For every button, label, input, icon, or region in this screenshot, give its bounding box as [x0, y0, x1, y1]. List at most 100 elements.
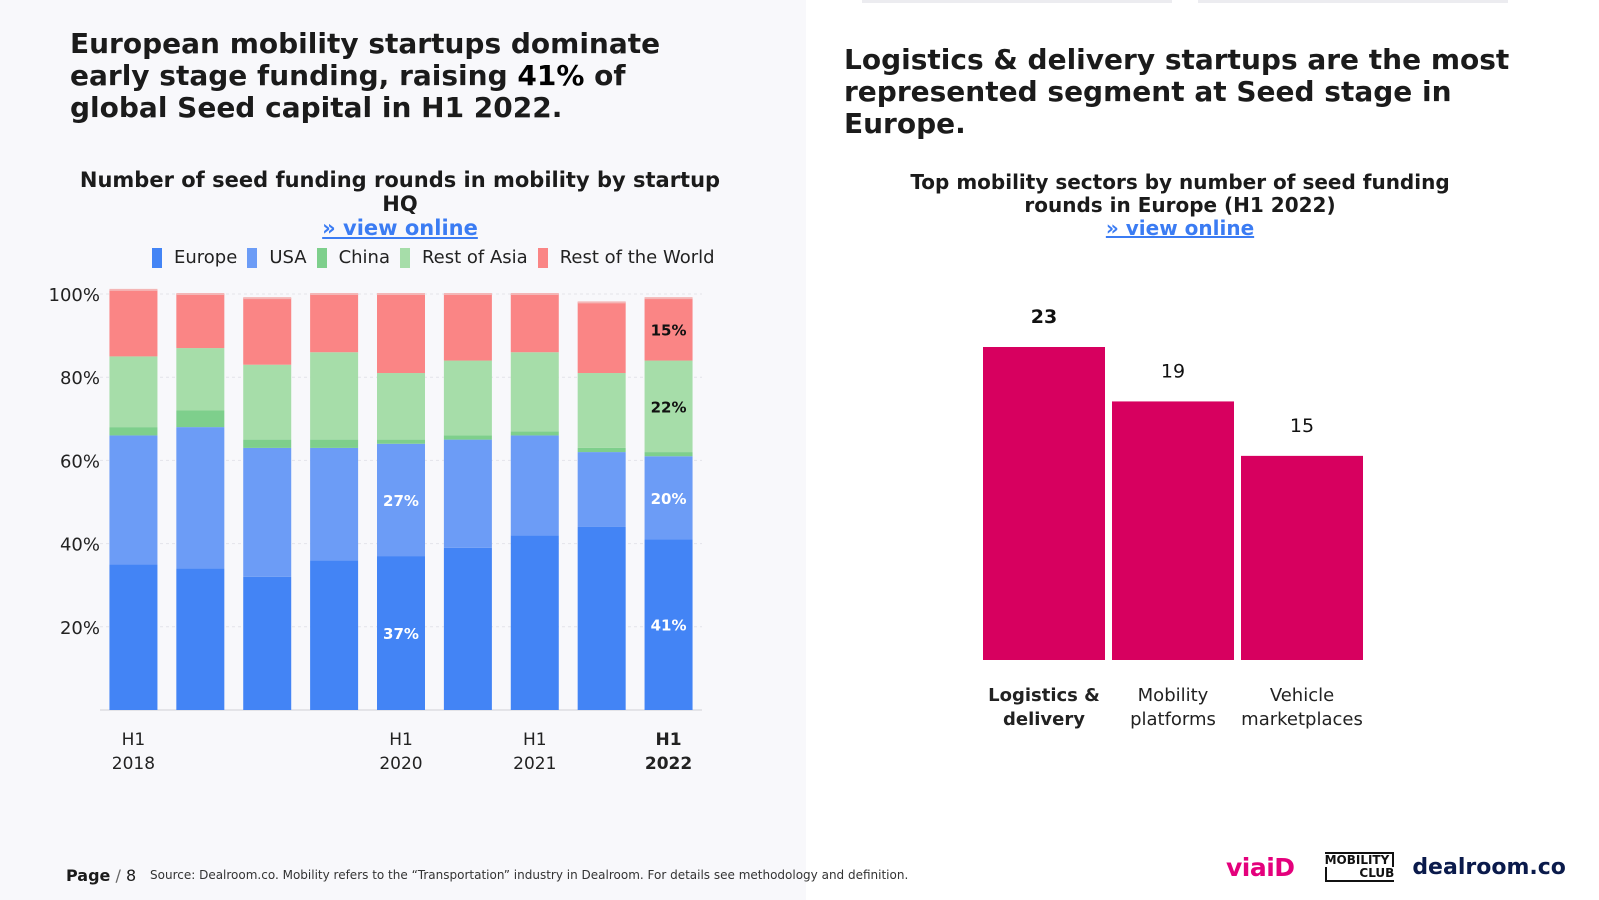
bar-segment-usa — [176, 427, 225, 569]
bar-value-label: 23 — [1031, 306, 1057, 328]
legend-item-rest-of-asia: Rest of Asia — [399, 247, 528, 268]
page-label: Page — [66, 866, 111, 885]
legend-swatch-china — [316, 247, 327, 268]
bar-segment-rest-of-the-world — [510, 294, 559, 353]
legend-item-china: China — [316, 247, 390, 268]
left-chart-title-block: Number of seed funding rounds in mobilit… — [60, 168, 740, 240]
legend-label-usa: USA — [269, 247, 307, 268]
bar-segment-rest-of-asia — [109, 356, 158, 428]
bar-segment-rest-of-asia — [644, 360, 693, 453]
viaid-logo: viaiD — [1226, 852, 1295, 882]
right-chart-title-block: Top mobility sectors by number of seed f… — [900, 171, 1460, 240]
bar-segment-china — [577, 447, 626, 453]
bar-segment-rest-of-asia — [377, 373, 425, 440]
dealroom-logo: dealroom.co — [1412, 854, 1566, 880]
bar-segment-rest-of-the-world — [443, 294, 492, 361]
footer-logos: viaiD MOBILITY CLUB dealroom.co — [1226, 852, 1566, 882]
bar-value-label: 15 — [1290, 415, 1314, 437]
legend-item-europe: Europe — [152, 247, 237, 268]
x-tick-label-line2: 2018 — [112, 754, 155, 774]
bar-segment-china — [644, 452, 693, 457]
bar-segment-rest-of-the-world — [176, 294, 225, 349]
x-tick-label-line2: 2022 — [645, 754, 692, 774]
legend-label-europe: Europe — [174, 247, 238, 268]
bar-value-label: 19 — [1161, 360, 1185, 382]
legend-label-rest-of-asia: Rest of Asia — [421, 247, 528, 268]
mobility-club-logo-line1: MOBILITY — [1324, 852, 1395, 867]
x-tick-label-line1: H1 — [656, 730, 682, 750]
bar-segment-china — [109, 427, 158, 436]
x-tick-label-line2: 2020 — [379, 754, 422, 774]
right-headline: Logistics & delivery startups are the mo… — [844, 43, 1510, 140]
data-label: 27% — [383, 492, 419, 510]
category-label-line1: Vehicle — [1270, 685, 1334, 706]
data-label: 15% — [651, 321, 687, 339]
bar-segment-usa — [109, 435, 158, 565]
bar-segment-usa — [377, 443, 425, 557]
y-tick-label: 20% — [60, 618, 100, 639]
bar-segment-europe — [577, 526, 626, 710]
legend-swatch-rest-of-asia — [399, 247, 410, 268]
bar-segment-usa — [577, 452, 626, 527]
left-chart-legend: Europe USA China Rest of Asia Rest of th… — [152, 247, 725, 268]
bar-segment-rest-of-the-world — [243, 298, 292, 365]
data-label: 41% — [651, 617, 687, 635]
bar-segment-rest-of-the-world — [310, 294, 359, 353]
sector-bar — [983, 347, 1105, 660]
bar-segment-usa — [644, 456, 693, 540]
bar-segment-usa — [310, 447, 359, 561]
sector-bar — [1112, 401, 1234, 660]
bar-segment-china — [510, 431, 559, 436]
y-tick-label: 100% — [49, 285, 100, 306]
bar-segment-europe — [644, 539, 693, 710]
right-view-online-link[interactable]: » view online — [1105, 216, 1255, 240]
left-chart-title: Number of seed funding rounds in mobilit… — [79, 168, 721, 216]
x-tick-label-line2: 2021 — [513, 754, 556, 774]
page-number: 8 — [125, 866, 137, 885]
bar-segment-rest-of-asia — [443, 360, 492, 436]
left-headline-part2: of global Seed capital in H1 2022. — [70, 59, 626, 124]
category-label-line1: Logistics & — [988, 685, 1100, 706]
right-chart-title: Top mobility sectors by number of seed f… — [910, 170, 1450, 217]
legend-swatch-usa — [247, 247, 258, 268]
bar-segment-china — [176, 410, 225, 428]
bar-segment-usa — [243, 447, 292, 577]
sector-bar — [1241, 455, 1363, 660]
legend-label-china: China — [338, 247, 390, 268]
left-headline-highlight: 41% — [517, 59, 585, 92]
category-label-line2: marketplaces — [1241, 709, 1363, 730]
y-tick-label: 60% — [60, 451, 100, 472]
category-label-line2: platforms — [1130, 709, 1216, 730]
legend-item-rest-of-world: Rest of the World — [537, 247, 715, 268]
bar-segment-rest-of-the-world — [377, 294, 425, 374]
x-tick-label-line1: H1 — [389, 730, 413, 750]
bar-segment-europe — [377, 556, 425, 710]
bar-segment-usa — [443, 439, 492, 548]
bar-segment-rest-of-asia — [176, 348, 225, 411]
legend-swatch-rest-of-world — [537, 247, 548, 268]
bar-segment-europe — [443, 547, 492, 710]
x-tick-label-line1: H1 — [122, 730, 146, 750]
source-note: Source: Dealroom.co. Mobility refers to … — [150, 868, 909, 882]
page-separator: / — [110, 866, 126, 885]
bar-segment-china — [377, 439, 425, 444]
bar-segment-china — [310, 439, 359, 448]
bar-segment-china — [243, 439, 292, 448]
stacked-bar-chart: 20% 40% 60% 80% 100% 37% 27% 41% 20% 22% 15% H1 2018… — [49, 285, 702, 774]
bar-segment-rest-of-the-world — [644, 298, 693, 361]
data-label: 37% — [383, 625, 419, 643]
data-label: 22% — [651, 398, 687, 416]
y-tick-label: 40% — [60, 535, 100, 556]
bar-segment-europe — [176, 568, 225, 710]
left-headline: European mobility startups dominate earl… — [70, 28, 710, 124]
mobility-club-logo: MOBILITY CLUB — [1324, 852, 1395, 882]
left-view-online-link[interactable]: » view online — [322, 216, 478, 240]
y-tick-label: 80% — [60, 368, 100, 389]
page-indicator: Page / 8 — [66, 866, 136, 885]
bar-segment-rest-of-asia — [310, 352, 359, 440]
sector-bar-chart: 23 Logistics & delivery 19 Mobility platforms… — [983, 306, 1363, 730]
bar-segment-europe — [243, 576, 292, 710]
bar-segment-rest-of-the-world — [577, 302, 626, 374]
bar-segment-china — [443, 435, 492, 440]
left-headline-part1: European mobility startups dominate earl… — [70, 27, 661, 92]
